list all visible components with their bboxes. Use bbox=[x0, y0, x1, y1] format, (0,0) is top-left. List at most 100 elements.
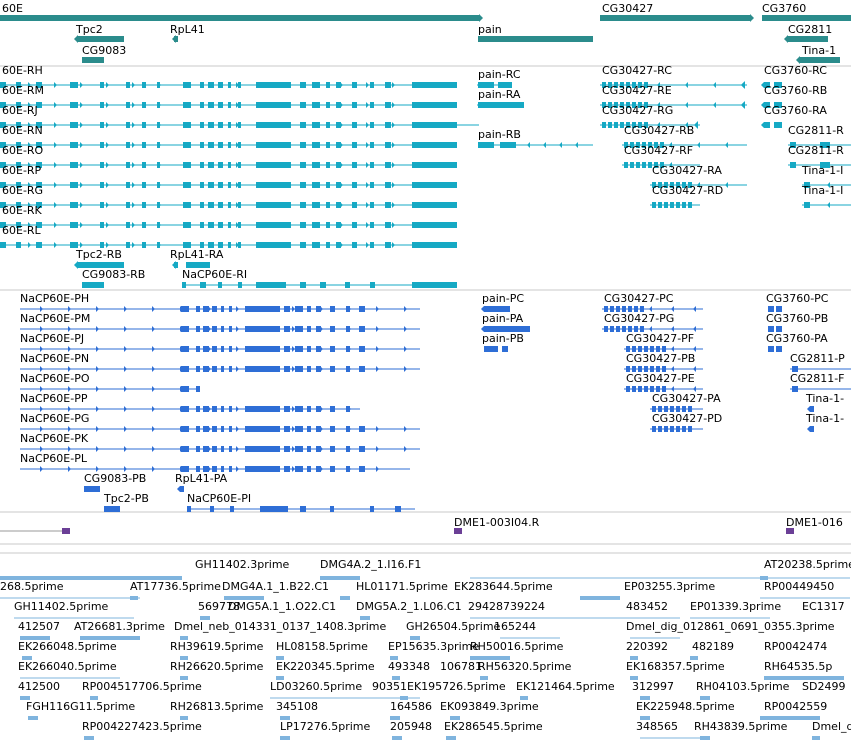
feature-bar bbox=[336, 162, 341, 168]
feature-bar bbox=[336, 242, 341, 248]
strand-arrow bbox=[80, 102, 83, 108]
strand-arrow bbox=[236, 406, 239, 412]
feature-bar bbox=[412, 162, 457, 168]
strand-arrow bbox=[158, 242, 161, 248]
strand-arrow bbox=[236, 102, 239, 108]
feature-label: CG30427-PE bbox=[626, 372, 695, 385]
feature-bar bbox=[644, 82, 648, 88]
strand-arrow bbox=[262, 162, 265, 168]
feature-bar bbox=[390, 656, 398, 660]
feature-label: DMG4A.1_1.B22.C1 bbox=[222, 580, 329, 593]
feature-bar bbox=[630, 676, 638, 680]
feature-label: 348565 bbox=[636, 720, 678, 733]
strand-arrow bbox=[262, 102, 265, 108]
feature-bar bbox=[670, 202, 674, 208]
feature-bar bbox=[284, 406, 290, 412]
feature-bar bbox=[212, 326, 217, 332]
feature-bar bbox=[804, 182, 810, 188]
feature-bar bbox=[760, 716, 820, 720]
feature-bar bbox=[385, 222, 391, 228]
strand-arrow bbox=[292, 346, 295, 352]
strand-arrow bbox=[376, 306, 379, 312]
feature-bar bbox=[345, 282, 350, 288]
feature-bar bbox=[62, 528, 70, 534]
feature-bar bbox=[256, 282, 286, 288]
feature-bar bbox=[370, 102, 374, 108]
feature-bar bbox=[203, 306, 209, 312]
feature-bar bbox=[221, 306, 224, 312]
feature-bar bbox=[330, 446, 335, 452]
strand-arrow bbox=[292, 426, 295, 432]
feature-bar bbox=[359, 426, 365, 432]
strand-arrow bbox=[404, 446, 407, 452]
feature-bar bbox=[370, 82, 374, 88]
feature-bar bbox=[644, 346, 648, 352]
feature-bar bbox=[640, 326, 644, 332]
feature-bar bbox=[218, 102, 223, 108]
feature-bar bbox=[100, 182, 104, 188]
feature-bar bbox=[640, 306, 644, 312]
feature-bar bbox=[614, 82, 618, 88]
feature-bar bbox=[764, 82, 770, 88]
feature-label: DMG5A.1_1.O22.C1 bbox=[228, 600, 336, 613]
strand-arrow bbox=[314, 82, 317, 88]
feature-bar bbox=[104, 506, 120, 512]
feature-bar bbox=[238, 142, 241, 148]
feature-bar bbox=[16, 222, 21, 228]
strand-arrow bbox=[693, 306, 696, 312]
feature-label: SD2499 bbox=[802, 680, 845, 693]
feature-label: pain-RA bbox=[478, 88, 521, 101]
feature-bar bbox=[608, 102, 612, 108]
feature-bar bbox=[385, 102, 391, 108]
strand-arrow bbox=[288, 142, 291, 148]
feature-bar bbox=[340, 596, 350, 600]
strand-arrow bbox=[210, 222, 213, 228]
strand-arrow bbox=[106, 222, 109, 228]
feature-bar bbox=[359, 446, 365, 452]
feature-bar bbox=[307, 326, 311, 332]
strand-arrow bbox=[124, 326, 127, 332]
strand-arrow bbox=[404, 346, 407, 352]
strand-arrow bbox=[292, 326, 295, 332]
feature-bar bbox=[320, 576, 360, 580]
feature-bar bbox=[630, 656, 638, 660]
feature-bar bbox=[70, 102, 78, 108]
strand-arrow bbox=[444, 102, 447, 108]
feature-bar bbox=[70, 82, 78, 88]
feature-bar bbox=[221, 446, 224, 452]
feature-bar bbox=[295, 346, 303, 352]
strand-arrow bbox=[376, 466, 379, 472]
feature-bar bbox=[238, 202, 241, 208]
feature-bar bbox=[330, 466, 335, 472]
strand-arrow bbox=[68, 446, 71, 452]
feature-label: HL01171.5prime bbox=[356, 580, 448, 593]
feature-label: 482189 bbox=[692, 640, 734, 653]
feature-bar bbox=[412, 82, 457, 88]
feature-bar bbox=[70, 162, 78, 168]
strand-arrow bbox=[28, 122, 31, 128]
feature-bar bbox=[256, 102, 291, 108]
strand-arrow bbox=[152, 306, 155, 312]
strand-arrow bbox=[340, 122, 343, 128]
feature-bar bbox=[662, 346, 666, 352]
feature-label: 106781 bbox=[440, 660, 482, 673]
feature-bar bbox=[632, 102, 636, 108]
feature-bar bbox=[336, 182, 341, 188]
strand-arrow bbox=[314, 142, 317, 148]
feature-bar bbox=[330, 346, 335, 352]
feature-bar bbox=[229, 306, 232, 312]
feature-label: 483452 bbox=[626, 600, 668, 613]
feature-label: 9035 bbox=[372, 680, 400, 693]
feature-bar bbox=[776, 306, 782, 312]
feature-bar bbox=[652, 182, 656, 188]
feature-bar bbox=[336, 222, 341, 228]
feature-bar bbox=[602, 82, 606, 88]
feature-bar bbox=[307, 426, 311, 432]
feature-bar bbox=[218, 222, 223, 228]
feature-bar bbox=[126, 182, 130, 188]
strand-arrow bbox=[320, 426, 323, 432]
feature-bar bbox=[126, 242, 130, 248]
feature-label: AT26681.3prime bbox=[74, 620, 165, 633]
feature-bar bbox=[638, 386, 642, 392]
strand-arrow bbox=[444, 202, 447, 208]
